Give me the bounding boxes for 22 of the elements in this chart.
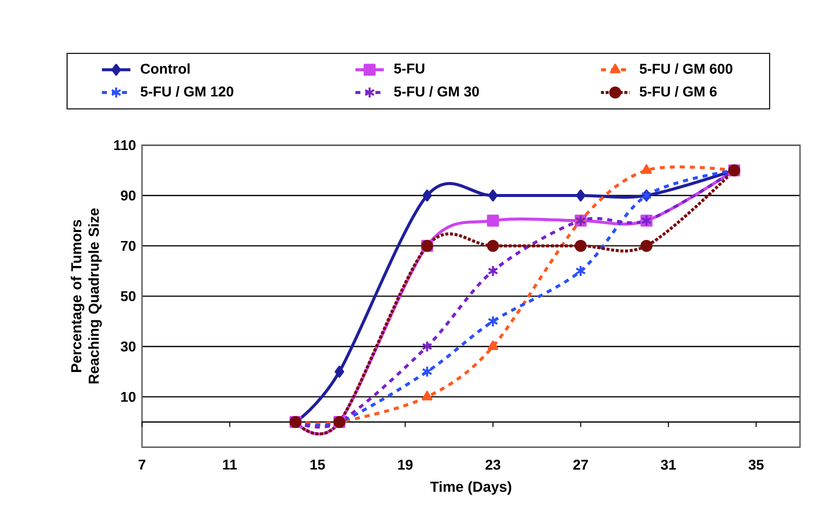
x-tick-label: 11 — [223, 460, 237, 470]
legend-label: 5-FU / GM 30 — [394, 86, 479, 97]
y-tick-label: 90 — [120, 190, 136, 201]
x-tick-label: 23 — [486, 460, 500, 470]
legend-label: 5-FU / GM 600 — [640, 63, 732, 74]
x-tick-label: 7 — [138, 460, 146, 470]
x-axis-title: Time (Days) — [430, 481, 512, 495]
legend-label: 5-FU / GM 6 — [640, 86, 717, 97]
legend-label: 5-FU / GM 120 — [140, 86, 234, 97]
y-tick-label: 30 — [120, 341, 136, 352]
y-axis-title: Percentage of Tumors Reaching Quadruple Size — [70, 208, 102, 384]
legend-label: 5-FU — [394, 64, 424, 74]
x-tick-label: 27 — [573, 460, 588, 470]
x-tick-label: 31 — [660, 460, 676, 470]
x-tick-label: 35 — [748, 460, 764, 470]
y-tick-label: 70 — [120, 240, 136, 251]
y-tick-label: 50 — [120, 291, 136, 302]
y-tick-label: 110 — [114, 140, 136, 150]
x-tick-label: 15 — [310, 460, 325, 470]
x-tick-label: 19 — [398, 460, 413, 470]
legend-label: Control — [140, 63, 190, 74]
y-tick-label: 10 — [121, 392, 136, 402]
